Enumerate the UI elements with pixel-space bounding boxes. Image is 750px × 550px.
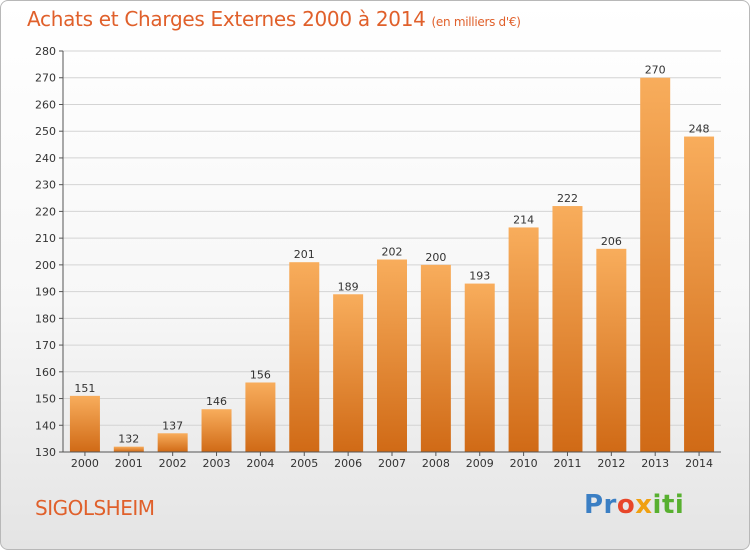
bar — [113, 446, 144, 452]
data-label: 132 — [118, 433, 139, 446]
data-label: 193 — [469, 270, 490, 283]
y-tick-label: 190 — [35, 286, 56, 299]
bar — [245, 382, 276, 452]
data-label: 222 — [557, 192, 578, 205]
x-tick-label: 2009 — [466, 457, 494, 470]
x-tick-label: 2008 — [422, 457, 450, 470]
bar — [377, 259, 407, 452]
bar — [640, 77, 671, 452]
data-label: 151 — [74, 382, 95, 395]
axes: 130 140 150 160 170 180 190 200 210 220 230 240 250 2… — [35, 45, 721, 470]
title-text: Achats et Charges Externes 2000 à 2014 — [27, 7, 426, 31]
y-tick-label: 280 — [35, 45, 56, 58]
chart-title: Achats et Charges Externes 2000 à 2014 (e… — [27, 7, 521, 31]
x-tick-label: 2011 — [553, 457, 581, 470]
y-tick-label: 260 — [35, 98, 56, 111]
data-label: 201 — [294, 248, 315, 261]
title-unit: (en milliers d'€) — [431, 15, 521, 29]
y-tick-label: 250 — [35, 125, 56, 138]
data-label: 214 — [513, 213, 534, 226]
y-tick-label: 180 — [35, 312, 56, 325]
y-tick-label: 270 — [35, 72, 56, 85]
data-label: 146 — [206, 395, 227, 408]
bar — [508, 227, 539, 452]
x-tick-label: 2006 — [334, 457, 362, 470]
y-tick-label: 230 — [35, 179, 56, 192]
bar — [333, 294, 364, 452]
bar — [596, 248, 627, 452]
proxiti-logo: Proxiti — [584, 490, 685, 520]
y-tick-label: 160 — [35, 366, 56, 379]
x-tick-label: 2007 — [378, 457, 406, 470]
x-tick-label: 2010 — [510, 457, 538, 470]
x-tick-label: 2005 — [290, 457, 318, 470]
x-tick-label: 2002 — [159, 457, 187, 470]
bar — [201, 409, 232, 452]
x-tick-label: 2013 — [641, 457, 669, 470]
x-tick-label: 2004 — [246, 457, 274, 470]
bar — [157, 433, 188, 452]
x-tick-label: 2003 — [203, 457, 231, 470]
data-label: 270 — [645, 64, 666, 77]
y-tick-label: 140 — [35, 419, 56, 432]
bar — [464, 283, 495, 452]
y-tick-label: 170 — [35, 339, 56, 352]
bar — [552, 206, 583, 452]
data-label: 206 — [601, 235, 622, 248]
y-tick-label: 150 — [35, 393, 56, 406]
bar — [69, 395, 100, 452]
data-label: 200 — [425, 251, 446, 264]
y-tick-label: 130 — [35, 446, 56, 459]
y-tick-label: 220 — [35, 205, 56, 218]
bars: 151 132 137 146 156 201 189 202 200 193 214 222 206 2… — [69, 64, 715, 452]
data-label: 248 — [689, 123, 710, 136]
y-tick-label: 240 — [35, 152, 56, 165]
town-name: SIGOLSHEIM — [35, 496, 155, 520]
y-tick-label: 200 — [35, 259, 56, 272]
x-tick-label: 2000 — [71, 457, 99, 470]
data-label: 156 — [250, 368, 271, 381]
bar — [420, 264, 451, 452]
data-label: 189 — [338, 280, 359, 293]
data-label: 202 — [382, 246, 403, 259]
bar — [289, 262, 320, 452]
x-tick-label: 2014 — [685, 457, 713, 470]
x-tick-label: 2001 — [115, 457, 143, 470]
x-tick-label: 2012 — [597, 457, 625, 470]
bar — [684, 136, 715, 452]
y-tick-label: 210 — [35, 232, 56, 245]
data-label: 137 — [162, 419, 183, 432]
